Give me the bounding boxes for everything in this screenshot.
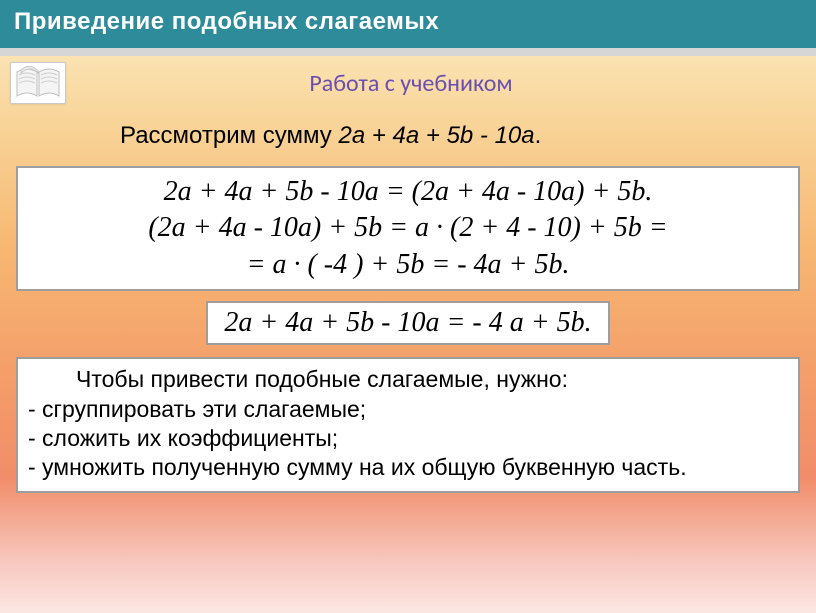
divider xyxy=(0,48,816,56)
intro-suffix: . xyxy=(535,122,542,149)
rule-bullet-2: - сложить их коэффициенты; xyxy=(28,424,788,453)
math-line-2: (2a + 4a - 10a) + 5b = a · (2 + 4 - 10) … xyxy=(30,210,786,246)
rule-intro: Чтобы привести подобные слагаемые, нужно… xyxy=(28,365,788,394)
intro-expression: 2a + 4a + 5b - 10a xyxy=(338,122,534,149)
derivation-box: 2a + 4a + 5b - 10a = (2a + 4a - 10a) + 5… xyxy=(16,166,800,291)
book-icon xyxy=(10,62,66,104)
rule-bullet-1: - сгруппировать эти слагаемые; xyxy=(28,395,788,424)
result-box: 2a + 4a + 5b - 10a = - 4 a + 5b. xyxy=(206,301,609,345)
rule-box: Чтобы привести подобные слагаемые, нужно… xyxy=(16,357,800,493)
math-line-1: 2a + 4a + 5b - 10a = (2a + 4a - 10a) + 5… xyxy=(30,174,786,210)
math-line-3: = a · ( -4 ) + 5b = - 4a + 5b. xyxy=(30,247,786,283)
intro-line: Рассмотрим сумму 2a + 4a + 5b - 10a. xyxy=(0,110,816,162)
subtitle: Работа с учебником xyxy=(66,69,816,98)
rule-bullet-3: - умножить полученную сумму на их общую … xyxy=(28,453,788,482)
intro-prefix: Рассмотрим сумму xyxy=(120,122,338,149)
subtitle-row: Работа с учебником xyxy=(0,56,816,110)
slide-title: Приведение подобных слагаемых xyxy=(0,0,816,48)
